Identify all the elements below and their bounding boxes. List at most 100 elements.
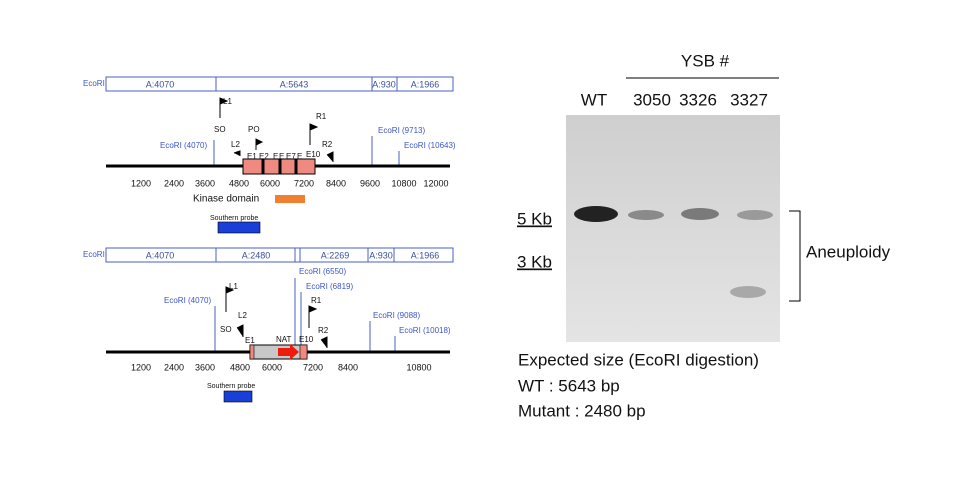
- exon-label: E10: [306, 150, 321, 159]
- tick-label: 1200: [131, 178, 151, 188]
- probe-label: Southern probe: [210, 215, 258, 222]
- blot-image: [566, 115, 780, 342]
- site-label: EcoRI (10643): [404, 141, 456, 150]
- band: [628, 210, 664, 220]
- tick-label: 9600: [360, 178, 380, 188]
- site-label: EcoRI (9088): [373, 311, 420, 320]
- lane-label: 3050: [633, 90, 671, 109]
- primer-flag: [233, 150, 241, 156]
- lane-label: 3327: [730, 90, 768, 109]
- southern-probe: [217, 221, 261, 234]
- exon-label: E: [273, 152, 278, 161]
- primer-flag: [308, 305, 318, 328]
- primer-label: L2: [231, 140, 240, 149]
- tick-label: 7200: [303, 362, 323, 372]
- bracket: [789, 210, 801, 302]
- tick-label: 12000: [423, 178, 448, 188]
- exon: [249, 344, 255, 360]
- marker-label: NAT: [276, 335, 292, 344]
- primer-flag: [326, 151, 334, 162]
- tick-label: 7200: [294, 178, 314, 188]
- primer-flag: [219, 97, 229, 118]
- lane-label: 3326: [679, 90, 717, 109]
- primer-flag: [225, 286, 235, 312]
- primer-label: L1: [229, 282, 238, 291]
- site-label: EcoRI (6550): [299, 267, 346, 276]
- size-marker: 3 Kb: [517, 252, 552, 271]
- exon-label: E1: [245, 336, 255, 345]
- fragment-label: A:4070: [146, 79, 175, 89]
- enzyme-label: EcoRI: [83, 79, 105, 88]
- tick-label: 2400: [164, 178, 184, 188]
- primer-label: R2: [322, 140, 333, 149]
- band: [574, 206, 618, 222]
- band: [737, 210, 773, 220]
- fragment-label: A:930: [369, 250, 393, 260]
- tick-label: 10800: [406, 362, 431, 372]
- tick-label: 6000: [260, 178, 280, 188]
- fragment-label: A:1966: [411, 250, 440, 260]
- enzyme-label: EcoRI: [83, 250, 105, 259]
- tick-label: 4800: [229, 178, 249, 188]
- site-label: EcoRI (10018): [399, 326, 451, 335]
- exon-label: E: [297, 152, 302, 161]
- primer-label: R1: [311, 296, 322, 305]
- tick-label: 2400: [164, 362, 184, 372]
- primer-label: SO: [220, 325, 232, 334]
- caption-line: Mutant : 2480 bp: [518, 401, 646, 420]
- primer-label: R1: [316, 112, 327, 121]
- primer-label: L2: [238, 311, 247, 320]
- exon: [299, 344, 308, 360]
- band: [681, 208, 719, 220]
- tick-label: 10800: [391, 178, 416, 188]
- primer-flag: [236, 324, 244, 337]
- site-label: EcoRI (9713): [378, 126, 425, 135]
- probe-label: Southern probe: [207, 383, 255, 390]
- fragment-label: A:2269: [321, 250, 350, 260]
- tick-label: 8400: [326, 178, 346, 188]
- exon-label: E10: [299, 335, 314, 344]
- size-marker: 5 Kb: [517, 209, 552, 228]
- wild-type-map: EcoRI A:4070 A:5643 A:930 A:1966 EcoRI (…: [83, 76, 456, 234]
- group-label: YSB #: [681, 51, 730, 70]
- site-label: EcoRI (4070): [160, 141, 207, 150]
- site-label: EcoRI (6819): [306, 282, 353, 291]
- primer-flag: [255, 138, 264, 150]
- primer-label: SO: [214, 125, 226, 134]
- tick-labels: 1200 2400 3600 4800 6000 7200 8400 10800: [131, 362, 432, 372]
- primer-label: R2: [318, 326, 329, 335]
- tick-labels: 1200 2400 3600 4800 6000 7200 8400 9600 10800 120…: [131, 178, 449, 188]
- primer-label: PO: [248, 125, 260, 134]
- primer-label: L1: [223, 97, 232, 106]
- nat-arrow: [278, 344, 299, 360]
- annotation: Aneuploidy: [806, 242, 891, 261]
- primer-flag: [309, 123, 319, 145]
- exon-label: E: [279, 152, 284, 161]
- site-label: EcoRI (4070): [164, 296, 211, 305]
- restriction-bar: [105, 76, 454, 92]
- primer-flag: [320, 336, 328, 348]
- fragment-label: A:1966: [411, 79, 440, 89]
- domain-label: Kinase domain: [193, 194, 259, 205]
- fragment-label: A:5643: [280, 79, 309, 89]
- tick-label: 1200: [131, 362, 151, 372]
- restriction-bar: [105, 247, 454, 263]
- lane-label: WT: [581, 90, 607, 109]
- fragment-label: A:930: [372, 79, 396, 89]
- kinase-domain: [275, 195, 305, 203]
- fragment-label: A:2480: [242, 250, 271, 260]
- exon-label: E7: [286, 152, 296, 161]
- exon-label: E1: [247, 152, 257, 161]
- tick-label: 3600: [195, 362, 215, 372]
- southern-blot: YSB # WT 3050 3326 3327 5 Kb 3 Kb Aneupl…: [517, 51, 891, 342]
- band: [730, 286, 766, 298]
- tick-label: 4800: [230, 362, 250, 372]
- caption-line: WT : 5643 bp: [518, 376, 620, 395]
- tick-label: 8400: [338, 362, 358, 372]
- southern-probe: [223, 390, 253, 403]
- exon-label: E2: [259, 152, 269, 161]
- caption-line: Expected size (EcoRI digestion): [518, 350, 759, 369]
- tick-label: 3600: [195, 178, 215, 188]
- tick-label: 6000: [262, 362, 282, 372]
